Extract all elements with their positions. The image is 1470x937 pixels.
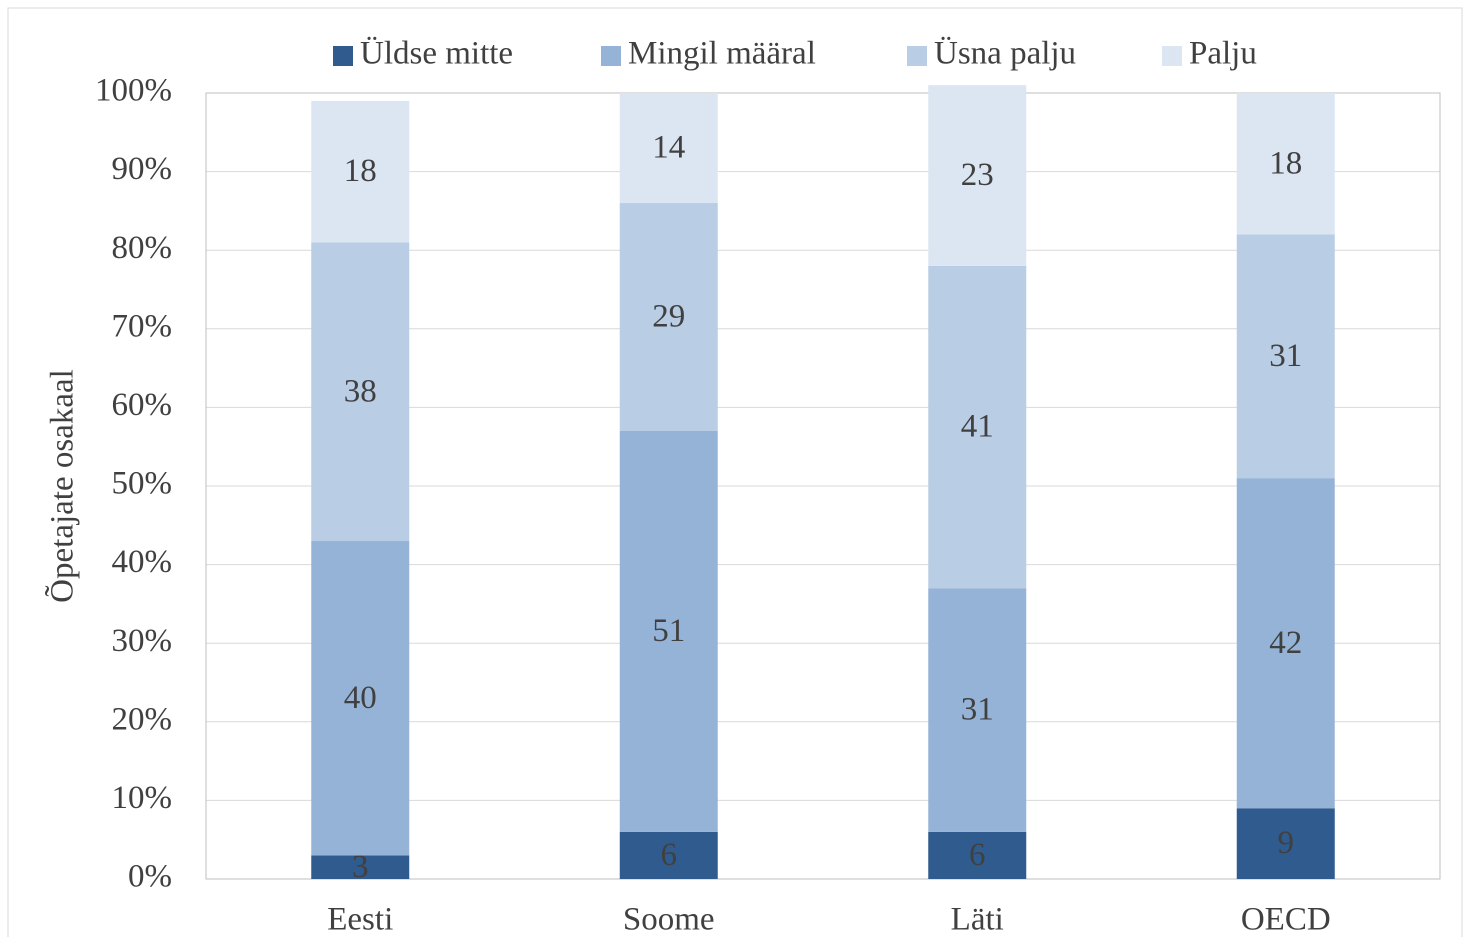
y-tick-label: 70% (112, 308, 173, 344)
data-label: 38 (344, 373, 377, 409)
data-label: 42 (1269, 625, 1302, 661)
data-label: 3 (352, 849, 369, 885)
legend-swatch (1162, 46, 1182, 66)
data-label: 41 (961, 409, 994, 445)
bar-segment (619, 203, 718, 431)
y-tick-label: 30% (112, 623, 173, 659)
data-label: 40 (344, 680, 377, 716)
y-tick-label: 90% (112, 151, 173, 187)
data-label: 18 (344, 153, 377, 189)
x-tick-label: Soome (623, 902, 715, 937)
bar-segment (619, 831, 718, 879)
x-tick-label: Läti (951, 902, 1004, 937)
bar-segment (1236, 808, 1335, 879)
y-tick-label: 40% (112, 544, 173, 580)
plot-border (205, 92, 1441, 880)
bar-segment (928, 85, 1027, 266)
bar-segment (1236, 234, 1335, 479)
data-label: 31 (961, 692, 994, 728)
y-axis-title: Õpetajate osakaal (44, 369, 81, 603)
legend-label: Üldse mitte (360, 36, 513, 72)
y-tick-label: 10% (112, 780, 173, 816)
bar-segment (619, 93, 718, 204)
data-label: 6 (661, 837, 678, 873)
bar-segment (311, 541, 410, 856)
chart-border (7, 7, 1463, 937)
data-label: 6 (969, 837, 986, 873)
data-label: 18 (1269, 145, 1302, 181)
x-tick-label: Eesti (327, 902, 393, 937)
y-tick-label: 60% (112, 387, 173, 423)
data-label: 23 (961, 157, 994, 193)
bar-segment (928, 588, 1027, 832)
bar-segment (1236, 478, 1335, 809)
bar-segment (1236, 93, 1335, 235)
data-label: 9 (1278, 825, 1295, 861)
y-tick-label: 100% (95, 73, 172, 109)
legend-swatch (333, 46, 353, 66)
bar-segment (311, 855, 410, 879)
y-tick-label: 20% (112, 701, 173, 737)
legend-label: Mingil määral (628, 36, 816, 72)
legend-swatch (907, 46, 927, 66)
x-tick-label: OECD (1241, 902, 1331, 937)
bar-segment (928, 831, 1027, 879)
legend-label: Palju (1189, 36, 1257, 72)
legend-label: Üsna palju (934, 36, 1076, 72)
legend-swatch (601, 46, 621, 66)
bar-segment (619, 430, 718, 832)
y-tick-label: 50% (112, 466, 173, 502)
y-tick-label: 80% (112, 230, 173, 266)
y-tick-label: 0% (128, 859, 172, 895)
bar-segment (928, 265, 1027, 589)
bar-segment (311, 242, 410, 542)
data-label: 14 (652, 130, 685, 166)
data-label: 51 (652, 613, 685, 649)
data-label: 31 (1269, 338, 1302, 374)
bar-segment (311, 100, 410, 243)
data-label: 29 (652, 299, 685, 335)
